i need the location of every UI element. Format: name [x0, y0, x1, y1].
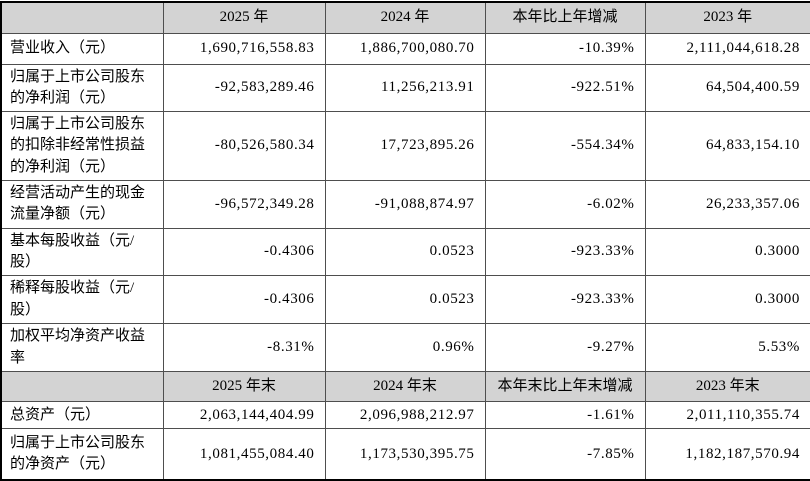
value-2023: 2,011,110,355.74: [644, 401, 810, 430]
row-label: 归属于上市公司股东的净利润（元）: [0, 63, 164, 113]
row-label: 经营活动产生的现金流量净额（元）: [0, 179, 164, 229]
header-cell-2024: 2024 年: [324, 1, 486, 34]
value-2023: 0.3000: [644, 227, 810, 277]
value-2023: 0.3000: [644, 275, 810, 325]
table-row-net-profit-excl-nonrecurring: 归属于上市公司股东的扣除非经常性损益的净利润（元） -80,526,580.34…: [0, 111, 810, 181]
value-2023: 2,111,044,618.28: [644, 32, 810, 65]
value-2024: 0.96%: [324, 323, 486, 373]
value-2024: 1,886,700,080.70: [324, 32, 486, 65]
value-2023: 64,833,154.10: [644, 111, 810, 181]
table-row-basic-eps: 基本每股收益（元/股） -0.4306 0.0523 -923.33% 0.30…: [0, 227, 810, 277]
row-label: 基本每股收益（元/股）: [0, 227, 164, 277]
header-cell-2025-end: 2025 年末: [162, 371, 326, 403]
value-2025: -0.4306: [162, 275, 326, 325]
header-cell-empty: [0, 1, 164, 34]
table-row-operating-cash-flow: 经营活动产生的现金流量净额（元） -96,572,349.28 -91,088,…: [0, 179, 810, 229]
value-2024: 1,173,530,395.75: [324, 428, 486, 481]
value-2023: 64,504,400.59: [644, 63, 810, 113]
value-2024: 0.0523: [324, 227, 486, 277]
header-cell-end-change: 本年末比上年末增减: [484, 371, 646, 403]
header-cell-2025: 2025 年: [162, 1, 326, 34]
table-row-operating-revenue: 营业收入（元） 1,690,716,558.83 1,886,700,080.7…: [0, 32, 810, 65]
header-cell-empty: [0, 371, 164, 403]
row-label: 营业收入（元）: [0, 32, 164, 65]
value-change: -9.27%: [484, 323, 646, 373]
value-2024: 11,256,213.91: [324, 63, 486, 113]
value-change: -10.39%: [484, 32, 646, 65]
value-2024: 0.0523: [324, 275, 486, 325]
value-2023: 26,233,357.06: [644, 179, 810, 229]
header-cell-2023: 2023 年: [644, 1, 810, 34]
table-row-net-profit: 归属于上市公司股东的净利润（元） -92,583,289.46 11,256,2…: [0, 63, 810, 113]
value-2025: 1,081,455,084.40: [162, 428, 326, 481]
value-2025: -8.31%: [162, 323, 326, 373]
value-2024: -91,088,874.97: [324, 179, 486, 229]
value-2024: 17,723,895.26: [324, 111, 486, 181]
value-change: -7.85%: [484, 428, 646, 481]
table-row-net-assets: 归属于上市公司股东的净资产（元） 1,081,455,084.40 1,173,…: [0, 428, 810, 481]
value-2025: -0.4306: [162, 227, 326, 277]
row-label: 总资产（元）: [0, 401, 164, 430]
value-change: -6.02%: [484, 179, 646, 229]
table-row-diluted-eps: 稀释每股收益（元/股） -0.4306 0.0523 -923.33% 0.30…: [0, 275, 810, 325]
value-change: -923.33%: [484, 275, 646, 325]
value-change: -1.61%: [484, 401, 646, 430]
value-2025: -80,526,580.34: [162, 111, 326, 181]
row-label: 归属于上市公司股东的扣除非经常性损益的净利润（元）: [0, 111, 164, 181]
header-cell-2023-end: 2023 年末: [644, 371, 810, 403]
value-change: -923.33%: [484, 227, 646, 277]
value-2024: 2,096,988,212.97: [324, 401, 486, 430]
value-2025: -96,572,349.28: [162, 179, 326, 229]
row-label: 加权平均净资产收益率: [0, 323, 164, 373]
value-change: -922.51%: [484, 63, 646, 113]
table-header-row-period-end: 2025 年末 2024 年末 本年末比上年末增减 2023 年末: [0, 371, 810, 403]
table-row-weighted-avg-roe: 加权平均净资产收益率 -8.31% 0.96% -9.27% 5.53%: [0, 323, 810, 373]
value-2023: 1,182,187,570.94: [644, 428, 810, 481]
value-2025: 1,690,716,558.83: [162, 32, 326, 65]
table-row-total-assets: 总资产（元） 2,063,144,404.99 2,096,988,212.97…: [0, 401, 810, 430]
header-cell-2024-end: 2024 年末: [324, 371, 486, 403]
row-label: 稀释每股收益（元/股）: [0, 275, 164, 325]
value-2025: -92,583,289.46: [162, 63, 326, 113]
header-cell-yoy-change: 本年比上年增减: [484, 1, 646, 34]
row-label: 归属于上市公司股东的净资产（元）: [0, 428, 164, 481]
value-change: -554.34%: [484, 111, 646, 181]
value-2025: 2,063,144,404.99: [162, 401, 326, 430]
table-header-row-annual: 2025 年 2024 年 本年比上年增减 2023 年: [0, 1, 810, 34]
value-2023: 5.53%: [644, 323, 810, 373]
